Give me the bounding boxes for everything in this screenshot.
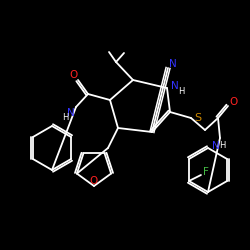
Text: N: N xyxy=(169,59,177,69)
Text: F: F xyxy=(203,167,209,177)
Text: O: O xyxy=(69,70,77,80)
Text: N: N xyxy=(212,141,220,151)
Text: N: N xyxy=(171,81,179,91)
Text: H: H xyxy=(62,114,68,122)
Text: H: H xyxy=(178,88,184,96)
Text: S: S xyxy=(194,113,202,123)
Text: H: H xyxy=(219,142,225,150)
Text: O: O xyxy=(229,97,237,107)
Text: N: N xyxy=(67,108,75,118)
Text: O: O xyxy=(90,176,98,186)
